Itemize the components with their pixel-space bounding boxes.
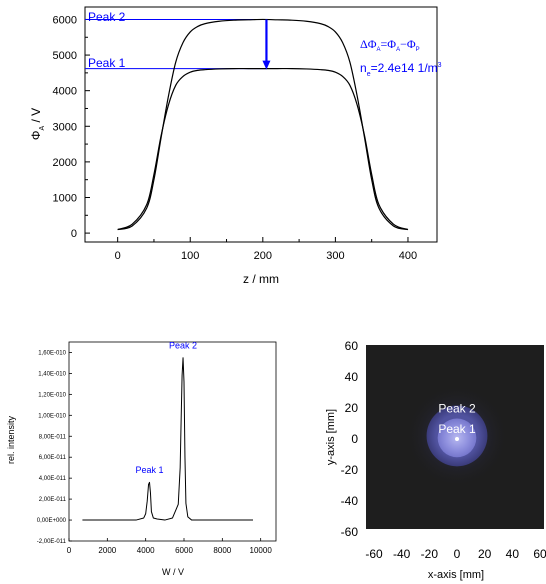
ne-sub: e xyxy=(367,71,371,78)
c3-xtick-label: 20 xyxy=(478,547,492,561)
c2-peak-label: Peak 1 xyxy=(135,465,163,475)
c1-ytick-label: 5000 xyxy=(53,50,77,62)
delta-phi-sub-a2: A xyxy=(396,47,400,53)
chart2-frame xyxy=(68,341,277,542)
chart1-ylabel-main: Φ xyxy=(29,131,43,141)
c1-ytick-label: 2000 xyxy=(53,157,77,169)
c3-xtick-label: -20 xyxy=(421,547,439,561)
c3-xtick-label: 60 xyxy=(533,547,546,561)
c1-ytick-label: 6000 xyxy=(53,14,77,26)
c2-xtick-label: 0 xyxy=(67,546,72,555)
c1-xtick-label: 300 xyxy=(326,250,344,262)
c1-series-line xyxy=(117,18,409,231)
c3-ytick-label: -20 xyxy=(341,463,359,477)
delta-phi-sub-a1: A xyxy=(377,47,381,53)
c1-ytick-label: 4000 xyxy=(53,86,77,98)
chart1-xlabel: z / mm xyxy=(243,272,279,286)
peak2-hline-label: Peak 2 xyxy=(88,10,126,24)
c2-series-line xyxy=(82,357,253,521)
c3-xtick-label: 0 xyxy=(454,547,461,561)
c3-ytick-label: 40 xyxy=(345,370,359,384)
ne-value: =2.4e14 1/m xyxy=(371,61,438,75)
c1-arrow-head xyxy=(262,60,271,70)
c2-ytick-label: 1,20E-010 xyxy=(38,392,66,398)
delta-phi-eq: =Φ xyxy=(381,37,397,51)
chart1-frame xyxy=(84,6,438,243)
c2-ytick-label: -2,00E-011 xyxy=(37,539,67,545)
c2-xtick-label: 6000 xyxy=(175,546,193,555)
c3-xtick-label: -40 xyxy=(393,547,411,561)
c2-peak-label: Peak 2 xyxy=(169,340,197,350)
beam-center-dot xyxy=(455,437,459,441)
c2-xtick-label: 10000 xyxy=(250,546,273,555)
c2-ytick-label: 8,00E-011 xyxy=(39,434,67,440)
c2-xtick-label: 4000 xyxy=(137,546,155,555)
ne-annotation: ne=2.4e14 1/m3 xyxy=(360,61,442,78)
c2-ytick-label: 1,60E-010 xyxy=(38,350,66,356)
c3-ytick-label: 20 xyxy=(345,401,359,415)
c2-ytick-label: 2,00E-011 xyxy=(39,497,67,503)
c1-ytick-label: 3000 xyxy=(53,121,77,133)
c1-ytick-label: 0 xyxy=(71,228,77,240)
c1-xtick-label: 200 xyxy=(254,250,272,262)
c2-ytick-label: 0,00E+000 xyxy=(37,518,67,524)
delta-phi-sub-p: P xyxy=(416,47,420,53)
delta-phi-annotation: ΔΦA=ΦA−ΦP xyxy=(360,37,420,53)
c2-ytick-label: 6,00E-011 xyxy=(39,455,67,461)
c2-ytick-label: 1,00E-010 xyxy=(38,413,66,419)
chart1-ylabel-unit: / V xyxy=(29,108,43,126)
c3-xtick-label: 40 xyxy=(506,547,520,561)
beam-image: Peak 2 Peak 1 -60 -40 -20 0 20 40 60 60 40 20 0 -20… xyxy=(325,339,546,581)
c2-ytick-label: 4,00E-011 xyxy=(39,476,67,482)
spectrum-chart: 0 2000 4000 6000 8000 10000 -2,00E-011 0,00E+00… xyxy=(6,340,277,577)
peak2-ring-label: Peak 2 xyxy=(438,402,476,416)
c3-xtick-label: -60 xyxy=(365,547,383,561)
c1-xtick-label: 100 xyxy=(181,250,199,262)
c1-xtick-label: 400 xyxy=(399,250,417,262)
c1-series-line xyxy=(117,67,409,231)
delta-phi-minus: −Φ xyxy=(400,37,416,51)
peak1-hline-label: Peak 1 xyxy=(88,56,126,70)
c2-xtick-label: 8000 xyxy=(213,546,231,555)
ne-text: n xyxy=(360,61,367,75)
peak1-ring-label: Peak 1 xyxy=(438,422,476,436)
chart3-ylabel: y-axis [mm] xyxy=(325,409,337,465)
c3-ytick-label: 60 xyxy=(345,339,359,353)
ne-sup: 3 xyxy=(438,62,442,69)
c3-ytick-label: 0 xyxy=(351,432,358,446)
chart2-xlabel: W / V xyxy=(162,567,184,577)
chart1-ylabel-sub: A xyxy=(39,126,46,131)
c2-ytick-label: 1,40E-010 xyxy=(38,371,66,377)
c3-ytick-label: -60 xyxy=(341,525,359,539)
chart2-ylabel: rel. intensity xyxy=(6,415,16,464)
c3-ytick-label: -40 xyxy=(341,494,359,508)
chart1-ylabel: ΦA / V xyxy=(29,108,46,140)
chart3-xlabel: x-axis [mm] xyxy=(428,569,484,581)
c1-xtick-label: 0 xyxy=(115,250,121,262)
delta-phi-text: ΔΦ xyxy=(360,37,377,51)
c1-ytick-label: 1000 xyxy=(53,192,77,204)
c2-xtick-label: 2000 xyxy=(98,546,116,555)
